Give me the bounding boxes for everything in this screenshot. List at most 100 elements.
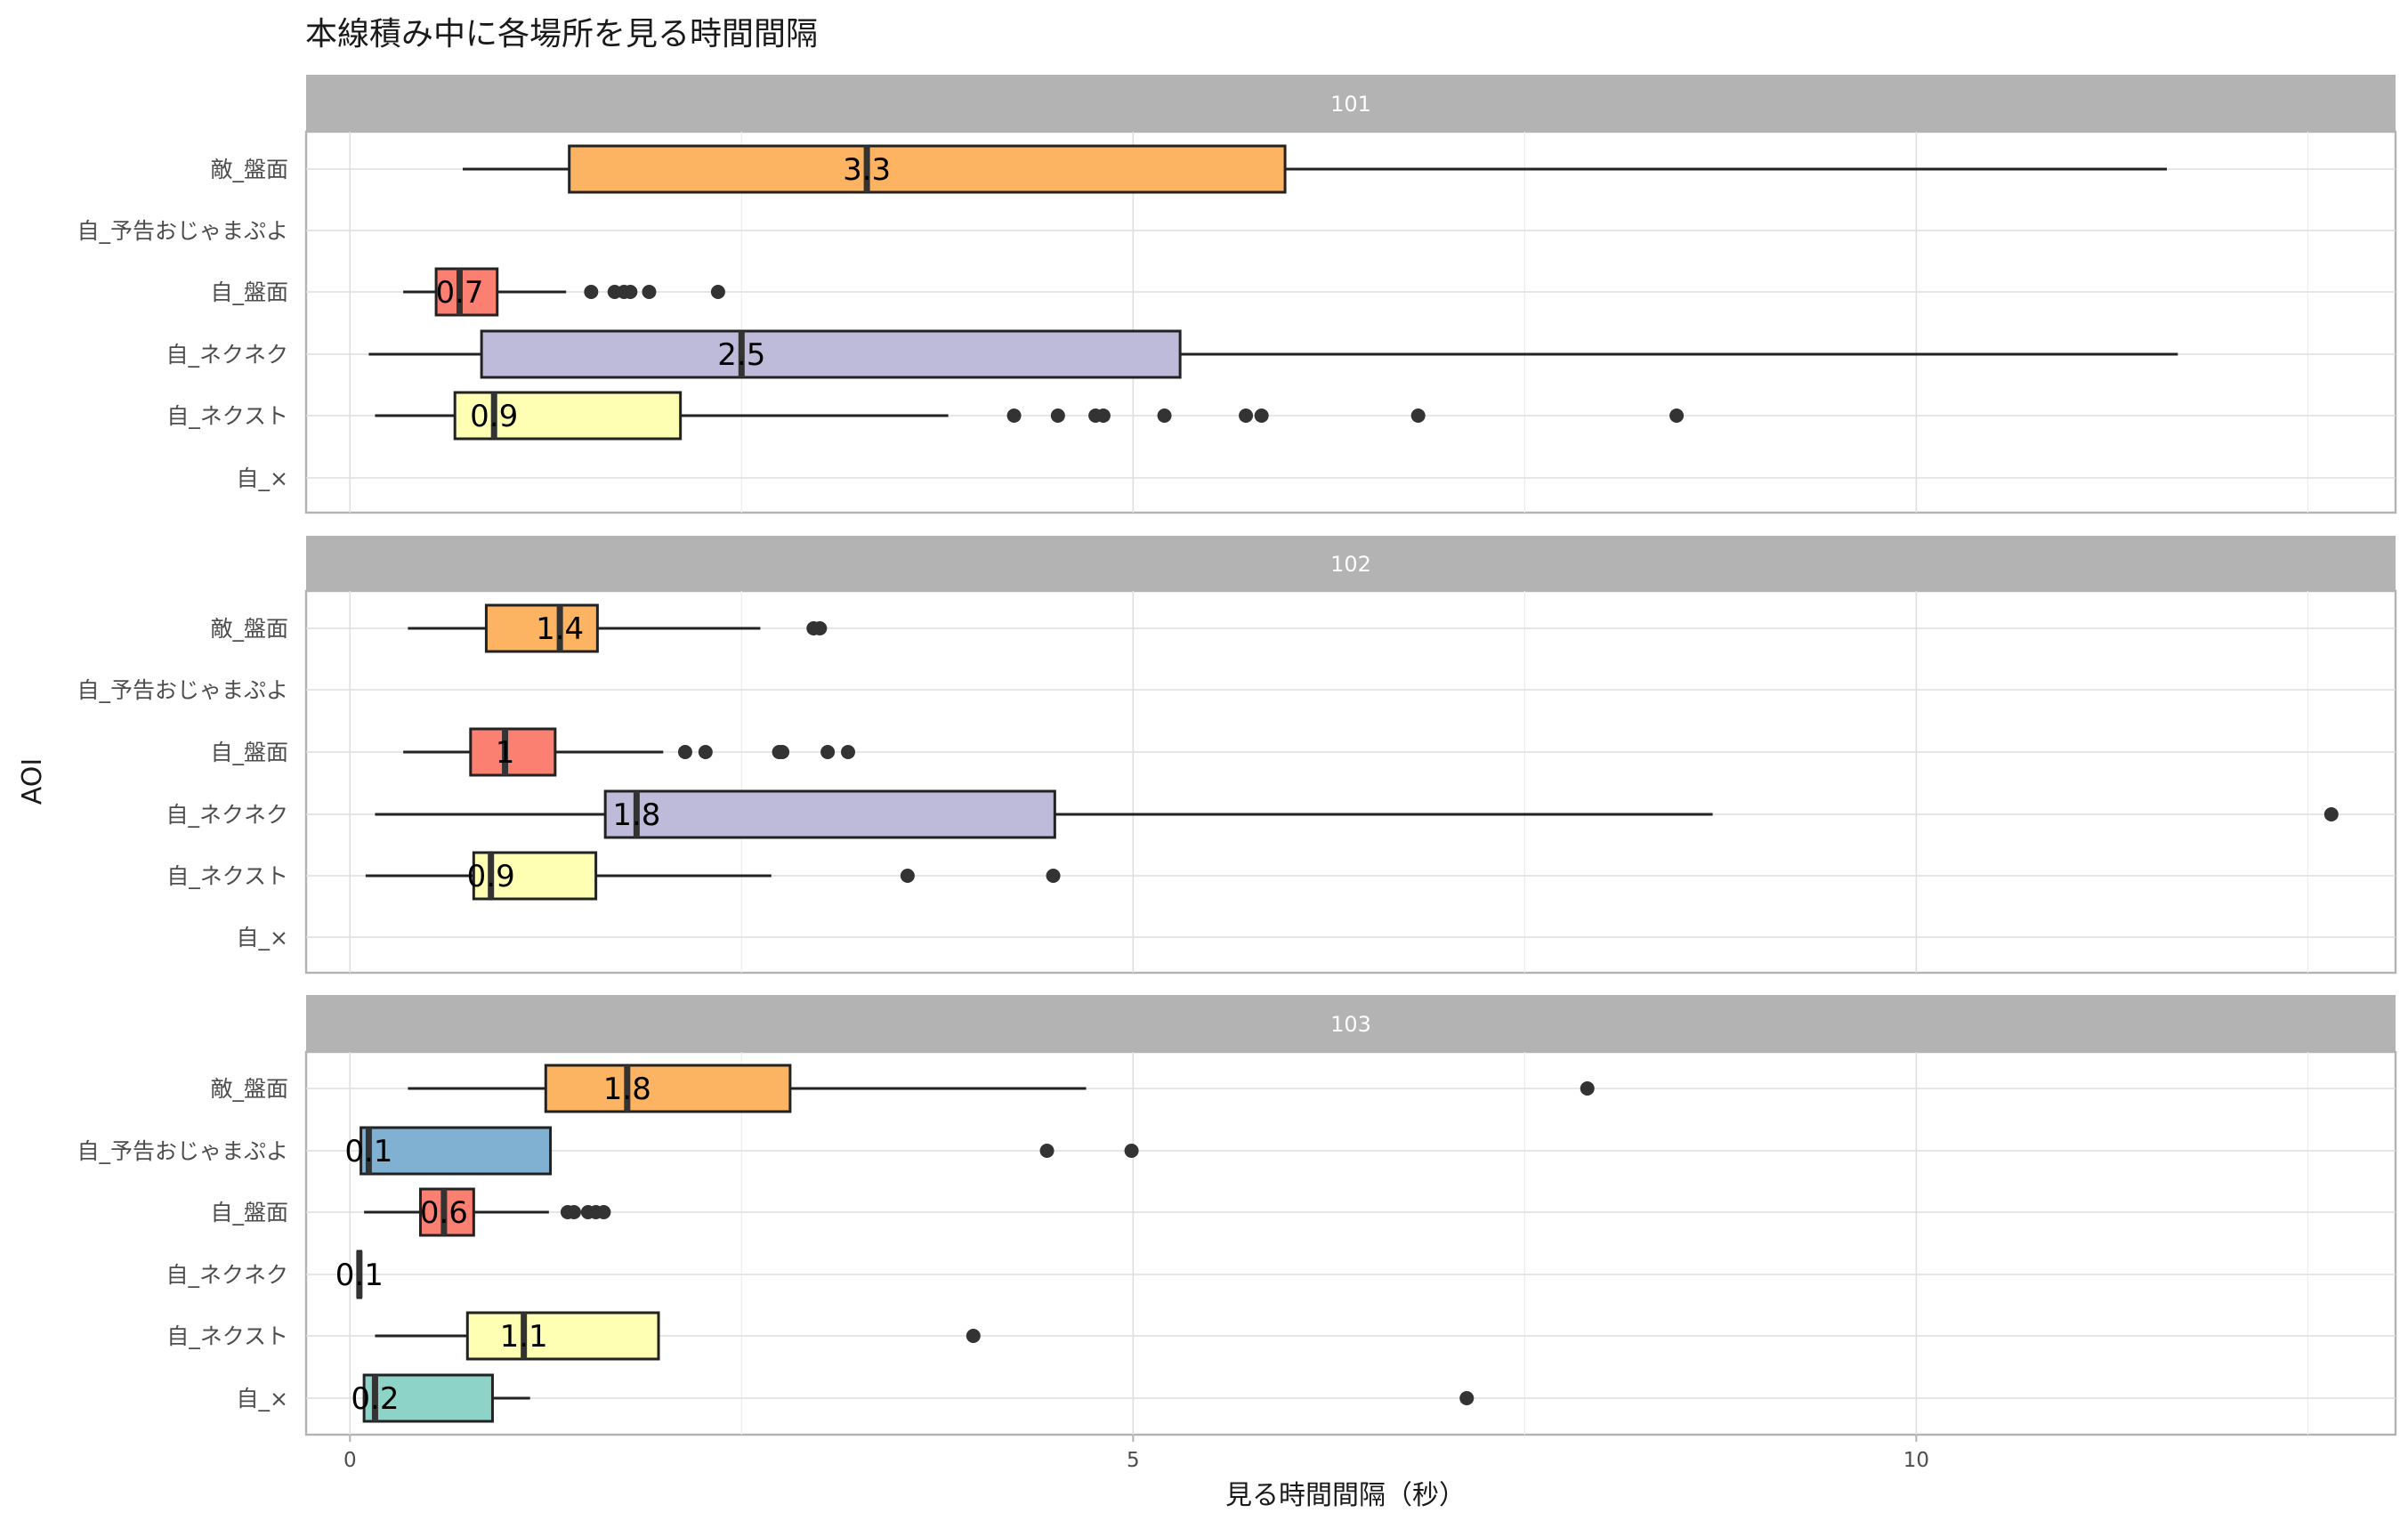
box-102-3: 1.8 [375, 789, 2339, 839]
box-103-2: 0.6 [364, 1187, 611, 1237]
y-tick-label: 自_ネクスト [166, 1323, 288, 1349]
y-tick-label: 敵_盤面 [210, 616, 288, 642]
facet-strip-label: 103 [1330, 1012, 1371, 1037]
outlier-point [1254, 409, 1269, 423]
outlier-point [1239, 409, 1254, 423]
median-label: 2.5 [717, 337, 765, 373]
y-tick-label: 自_予告おじゃまぷよ [77, 1138, 288, 1164]
facet-strip [306, 995, 2396, 1052]
facet-panels: 101敵_盤面自_予告おじゃまぷよ自_盤面自_ネクネク自_ネクスト自_×3.30… [77, 75, 2397, 1436]
y-tick-label: 自_ネクスト [166, 403, 288, 429]
facet-strip [306, 75, 2396, 132]
box-iqr [472, 851, 598, 901]
box-iqr [418, 1187, 475, 1237]
outlier-point [1046, 869, 1061, 883]
outlier-point [1410, 409, 1426, 423]
panel-background [304, 589, 2397, 975]
outlier-point [2323, 807, 2339, 821]
box-iqr [360, 1126, 553, 1176]
y-tick-label: 敵_盤面 [210, 1076, 288, 1102]
median-label: 0.6 [420, 1195, 468, 1231]
x-tick-label: 10 [1903, 1449, 1929, 1472]
box-101-2: 0.7 [403, 267, 725, 317]
box-103-1: 0.1 [344, 1126, 1139, 1176]
box-103-3: 0.1 [335, 1250, 384, 1299]
y-tick-label: 自_× [237, 925, 288, 951]
box-iqr [362, 1373, 494, 1423]
outlier-point [1157, 409, 1172, 423]
outlier-point [698, 745, 713, 759]
box-iqr [603, 789, 1056, 839]
panel-background [304, 130, 2397, 514]
x-axis: 0 5 10 [343, 1435, 1929, 1472]
median-label: 0.2 [351, 1381, 399, 1417]
y-tick-label: 自_ネクネク [166, 802, 288, 828]
box-iqr [469, 727, 557, 777]
outlier-point [1050, 409, 1065, 423]
y-tick-label: 自_盤面 [210, 1200, 288, 1226]
box-102-2: 1 [403, 727, 856, 777]
outlier-point [623, 285, 638, 299]
outlier-point [566, 1205, 581, 1219]
y-tick-label: 自_ネクネク [166, 1262, 288, 1288]
box-iqr [484, 603, 599, 653]
y-tick-label: 自_盤面 [210, 279, 288, 305]
median-label: 0.1 [335, 1258, 384, 1293]
y-axis-title: AOI [17, 758, 48, 805]
outlier-point [900, 869, 915, 883]
x-tick-label: 0 [343, 1449, 357, 1472]
panel-background [304, 1050, 2397, 1436]
median-label: 1.1 [500, 1319, 548, 1355]
box-103-0: 1.8 [408, 1064, 1595, 1113]
median-label: 0.9 [470, 399, 518, 434]
facet-strip-label: 102 [1330, 552, 1371, 577]
outlier-point [812, 621, 828, 635]
box-101-3: 2.5 [368, 329, 2178, 379]
outlier-point [596, 1205, 611, 1219]
outlier-point [642, 285, 657, 299]
box-iqr [465, 1311, 660, 1361]
box-iqr [568, 144, 1287, 194]
outlier-point [677, 745, 692, 759]
box-103-4: 1.1 [375, 1311, 981, 1361]
median-label: 1.8 [603, 1072, 651, 1107]
y-tick-label: 自_予告おじゃまぷよ [77, 218, 288, 244]
y-tick-label: 自_ネクネク [166, 342, 288, 368]
facet-strip [306, 536, 2396, 591]
box-iqr [434, 267, 499, 317]
box-iqr [544, 1064, 792, 1113]
outlier-point [775, 745, 790, 759]
x-tick-label: 5 [1127, 1449, 1140, 1472]
facet-strip-label: 101 [1330, 92, 1371, 117]
median-label: 1.4 [536, 611, 584, 647]
y-tick-label: 自_予告おじゃまぷよ [77, 677, 288, 703]
y-tick-label: 自_× [237, 1386, 288, 1412]
outlier-point [1039, 1144, 1055, 1158]
median-label: 0.9 [467, 859, 515, 894]
box-102-4: 0.9 [365, 851, 1061, 901]
outlier-point [584, 285, 599, 299]
median-label: 1.8 [612, 797, 660, 833]
y-tick-label: 自_ネクスト [166, 863, 288, 889]
x-axis-title: 見る時間間隔（秒） [1225, 1480, 1466, 1511]
chart-title: 本線積み中に各場所を見る時間間隔 [305, 16, 818, 53]
outlier-point [966, 1329, 981, 1343]
y-tick-label: 敵_盤面 [210, 157, 288, 182]
outlier-point [1459, 1391, 1475, 1405]
outlier-point [1669, 409, 1685, 423]
box-iqr [480, 329, 1182, 379]
y-tick-label: 自_× [237, 465, 288, 491]
outlier-point [1580, 1081, 1595, 1096]
outlier-point [1095, 409, 1111, 423]
outlier-point [820, 745, 836, 759]
median-label: 0.7 [435, 275, 483, 311]
outlier-point [710, 285, 725, 299]
box-101-4: 0.9 [375, 391, 1685, 441]
outlier-point [1006, 409, 1022, 423]
median-label: 1 [496, 735, 515, 771]
box-102-0: 1.4 [408, 603, 828, 653]
